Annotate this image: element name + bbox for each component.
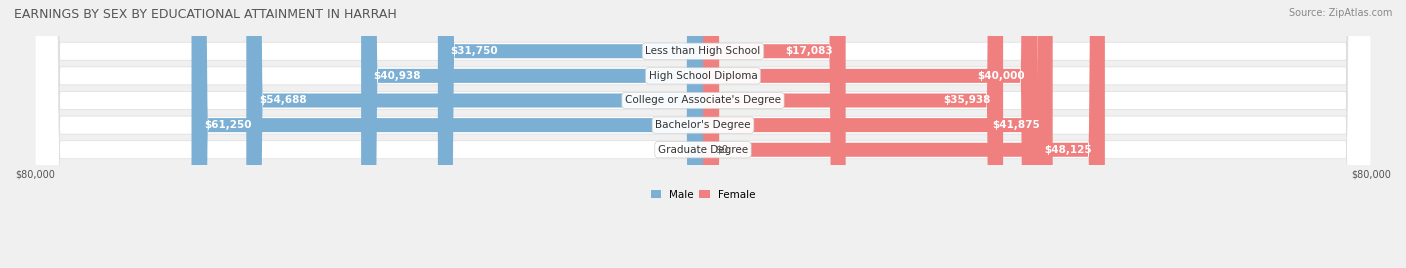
Text: $40,938: $40,938 <box>374 71 422 81</box>
FancyBboxPatch shape <box>246 0 703 268</box>
FancyBboxPatch shape <box>703 0 1038 268</box>
FancyBboxPatch shape <box>703 0 1105 268</box>
FancyBboxPatch shape <box>703 0 845 268</box>
FancyBboxPatch shape <box>703 0 1053 268</box>
Text: $17,083: $17,083 <box>786 46 834 56</box>
FancyBboxPatch shape <box>35 0 1371 268</box>
FancyBboxPatch shape <box>361 0 703 268</box>
FancyBboxPatch shape <box>191 0 703 268</box>
Text: Graduate Degree: Graduate Degree <box>658 145 748 155</box>
Text: $40,000: $40,000 <box>977 71 1025 81</box>
Text: High School Diploma: High School Diploma <box>648 71 758 81</box>
Text: EARNINGS BY SEX BY EDUCATIONAL ATTAINMENT IN HARRAH: EARNINGS BY SEX BY EDUCATIONAL ATTAINMEN… <box>14 8 396 21</box>
Text: $35,938: $35,938 <box>943 95 991 106</box>
Text: College or Associate's Degree: College or Associate's Degree <box>626 95 780 106</box>
Text: Source: ZipAtlas.com: Source: ZipAtlas.com <box>1288 8 1392 18</box>
Text: $41,875: $41,875 <box>993 120 1040 130</box>
FancyBboxPatch shape <box>437 0 703 268</box>
FancyBboxPatch shape <box>703 0 1002 268</box>
FancyBboxPatch shape <box>35 0 1371 268</box>
Text: $61,250: $61,250 <box>204 120 252 130</box>
Legend: Male, Female: Male, Female <box>647 186 759 204</box>
FancyBboxPatch shape <box>35 0 1371 268</box>
Text: Bachelor's Degree: Bachelor's Degree <box>655 120 751 130</box>
Text: $0: $0 <box>716 145 728 155</box>
Text: $31,750: $31,750 <box>450 46 498 56</box>
Text: $48,125: $48,125 <box>1045 145 1092 155</box>
Text: $54,688: $54,688 <box>259 95 307 106</box>
Text: Less than High School: Less than High School <box>645 46 761 56</box>
FancyBboxPatch shape <box>35 0 1371 268</box>
FancyBboxPatch shape <box>35 0 1371 268</box>
